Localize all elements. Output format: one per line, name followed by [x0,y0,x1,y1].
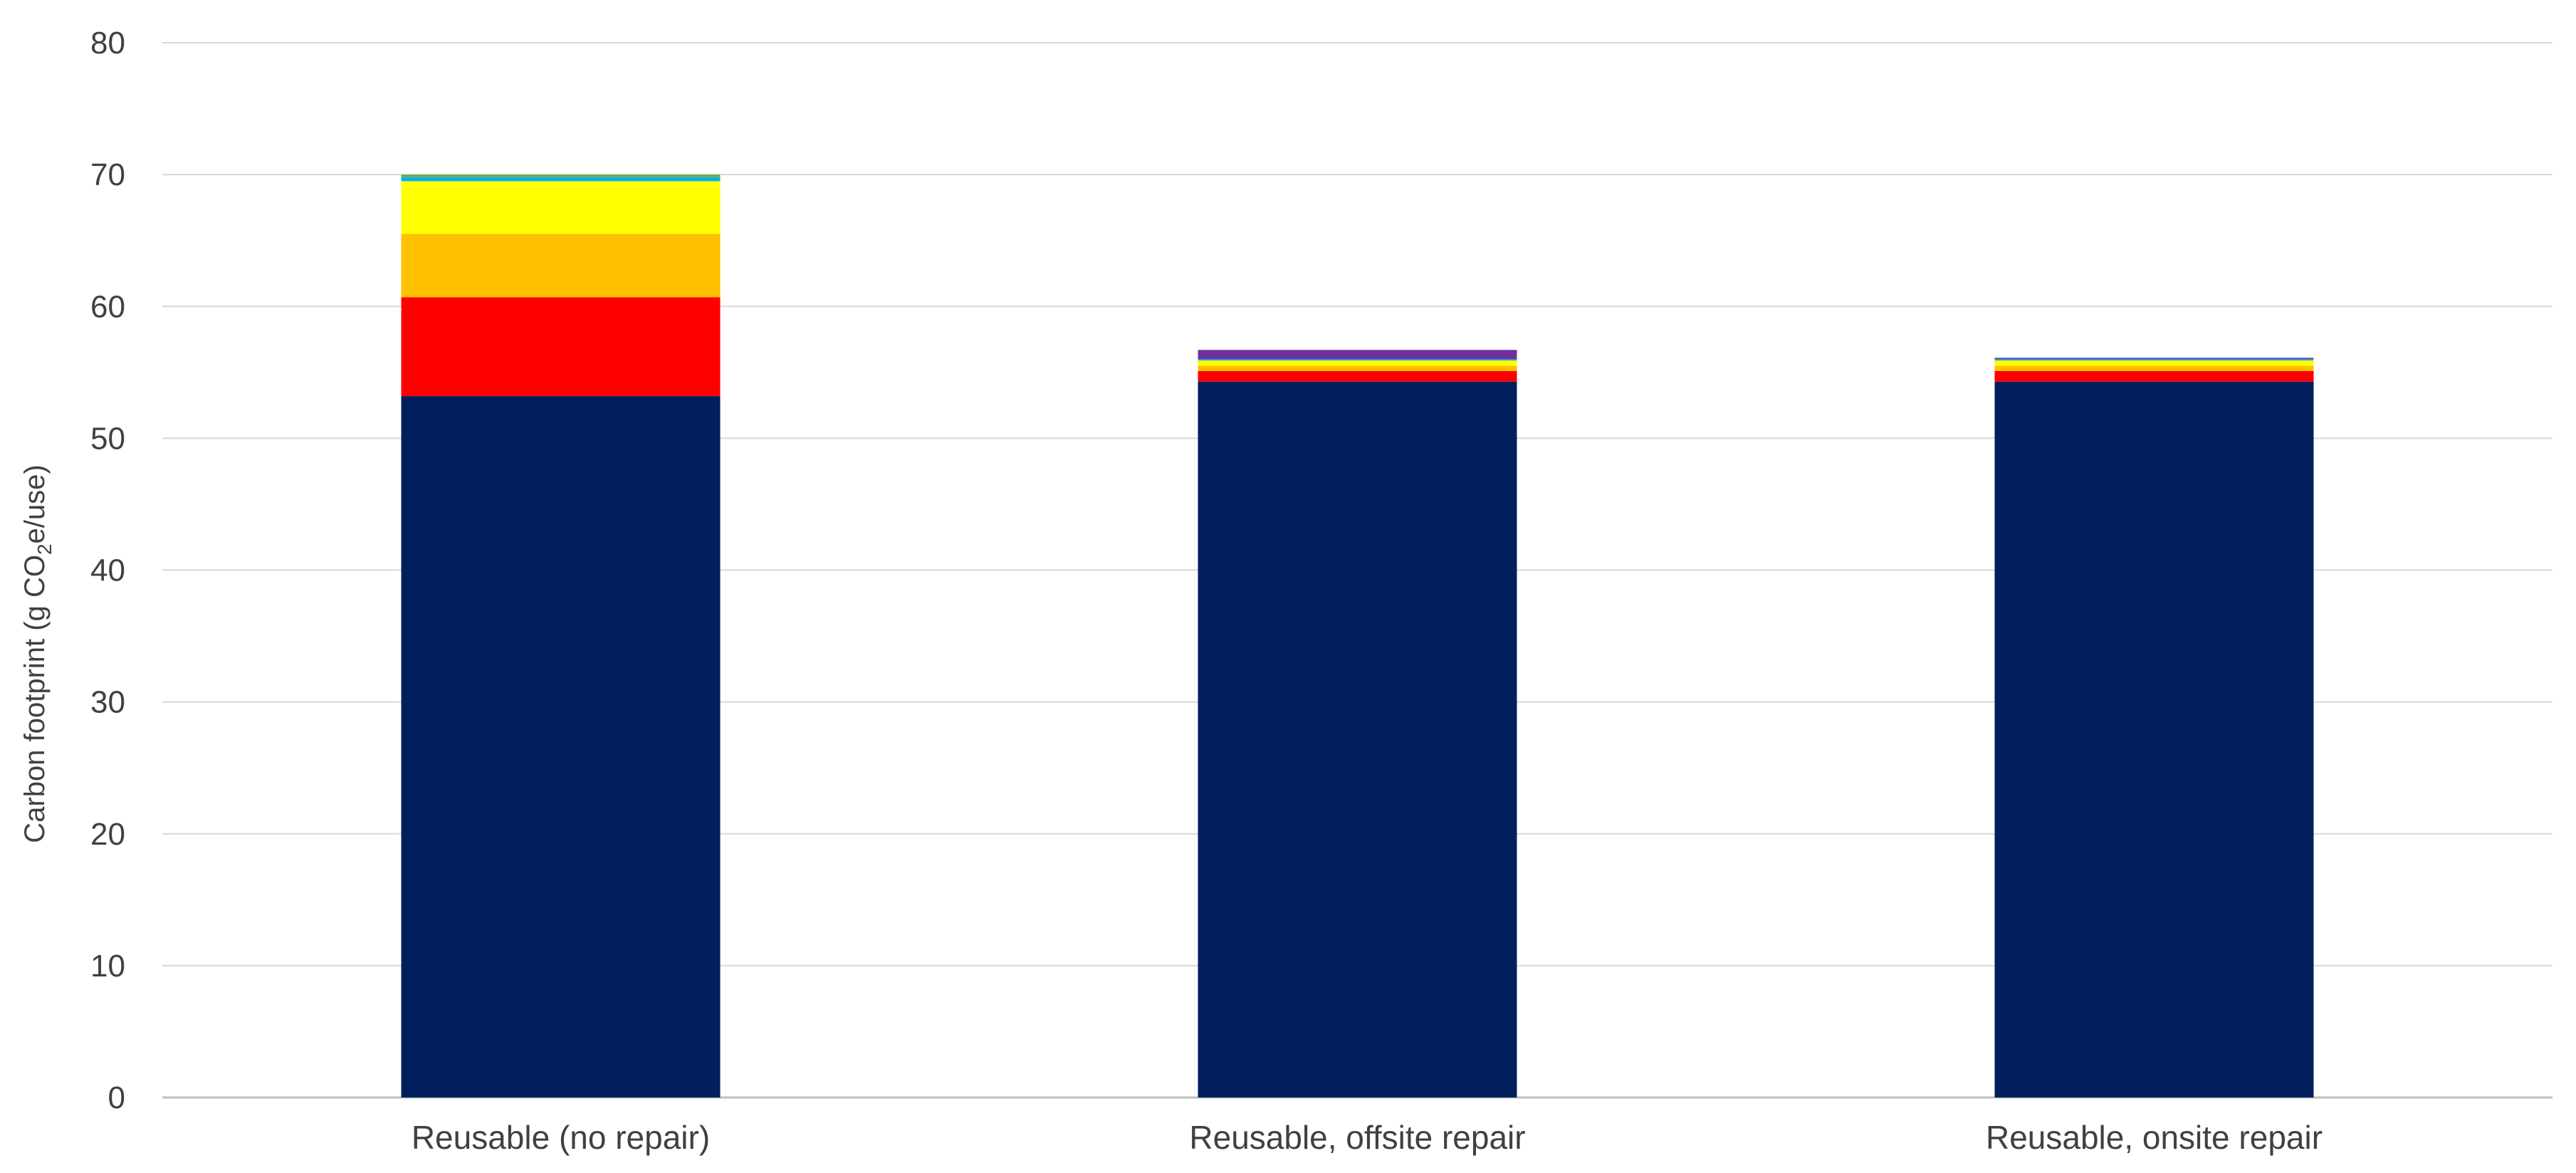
y-axis-title-text: Carbon footprint (g CO [19,555,51,843]
bar-stack [401,174,721,1098]
bar-segment [1198,359,1517,361]
y-axis-title-subscript: 2 [33,543,56,555]
bar-stack [1198,350,1517,1098]
y-tick-label: 10 [90,949,125,984]
y-axis-title-text-end: e/use) [19,464,51,543]
bar-segment [401,234,721,298]
y-tick-label: 20 [90,817,125,852]
bar-segment [401,177,721,182]
bar-segment [401,297,721,397]
bar-segment [401,181,721,234]
bar-segment [1198,381,1517,1098]
x-category-label: Reusable, onsite repair [1986,1119,2323,1156]
bar-segment [401,396,721,1098]
bar-segment [1994,359,2314,361]
bar-stack [1994,358,2314,1098]
bars [401,174,2314,1098]
bar-segment [1198,360,1517,366]
bar-segment [1994,358,2314,360]
bar-segment [1994,365,2314,371]
y-tick-label: 30 [90,685,125,720]
bar-segment [1198,370,1517,382]
y-tick-label: 80 [90,26,125,61]
y-tick-label: 70 [90,157,125,192]
x-category-label: Reusable, offsite repair [1189,1119,1525,1156]
bar-segment [1198,350,1517,360]
bar-segment [1994,360,2314,366]
bar-segment [1198,365,1517,371]
y-axis-title: Carbon footprint (g CO2e/use) [19,464,56,843]
x-category-label: Reusable (no repair) [412,1119,710,1156]
y-tick-label: 40 [90,553,125,588]
y-tick-label: 50 [90,421,125,456]
x-axis-labels: Reusable (no repair) Reusable, offsite re… [412,1119,2323,1156]
bar-segment [1994,370,2314,382]
bar-segment [401,174,721,177]
y-tick-label: 0 [108,1080,125,1115]
y-tick-label: 60 [90,289,125,324]
y-axis-ticks: 0 10 20 30 40 50 60 70 80 [90,26,125,1115]
bar-segment [1994,381,2314,1098]
